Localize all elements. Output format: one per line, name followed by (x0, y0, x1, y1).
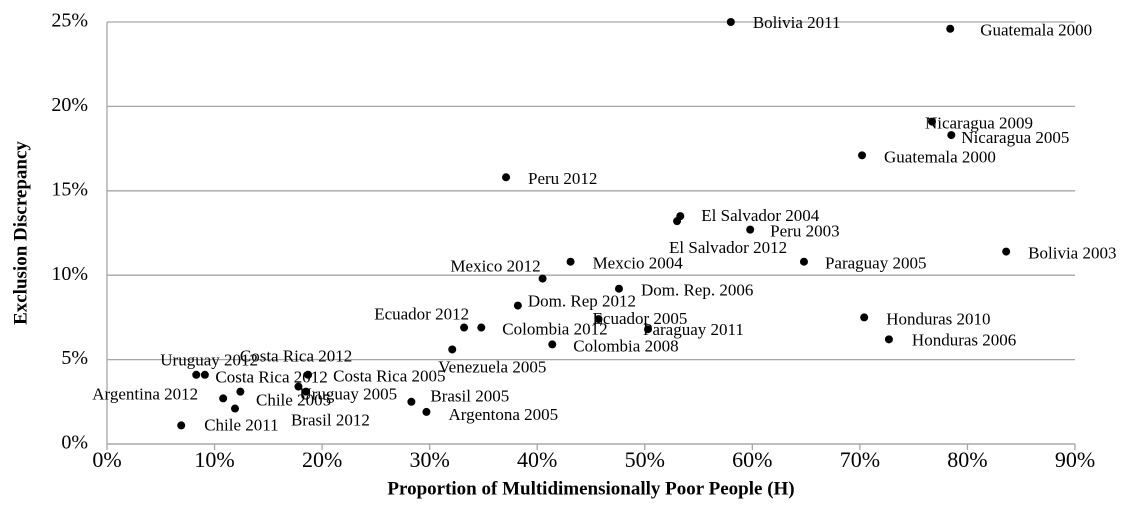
point-label: Honduras 2010 (886, 309, 990, 328)
point (858, 151, 867, 160)
point-label: Peru 2012 (528, 169, 597, 188)
y-tick-label: 5% (61, 347, 88, 369)
x-tick-label: 80% (947, 447, 987, 472)
point (799, 257, 808, 266)
point-label: Costa Rica 2005 (333, 367, 445, 386)
point (884, 335, 893, 344)
point-label: Mexcio 2004 (593, 254, 684, 273)
point (200, 370, 209, 379)
point-label: Nicaragua 2009 (925, 113, 1033, 132)
point (548, 340, 557, 349)
point (301, 387, 310, 396)
point (644, 325, 653, 334)
point (448, 345, 457, 354)
point-label: Costa Rica 2012 (215, 368, 327, 387)
point (219, 394, 228, 403)
point-label: Chile 2011 (204, 415, 278, 434)
point (594, 315, 603, 324)
point-label: Brasil 2012 (291, 411, 370, 430)
point (513, 301, 522, 310)
point (192, 370, 201, 379)
point (927, 117, 936, 126)
point-label: Peru 2003 (770, 222, 839, 241)
point-label: Dom. Rep 2012 (528, 291, 636, 310)
point (502, 173, 511, 182)
point (422, 407, 431, 416)
point (460, 323, 469, 332)
point (726, 18, 735, 26)
point-label: Chile 2005 (256, 390, 331, 409)
point-label: Argentina 2012 (92, 384, 198, 403)
point-label: Bolivia 2003 (1028, 243, 1116, 262)
y-axis-title: Exclusion Discrepancy (10, 141, 31, 325)
y-tick-label: 10% (51, 263, 88, 285)
point-label: Paraguay 2005 (825, 254, 927, 273)
point-label: Dom. Rep. 2006 (641, 281, 753, 300)
point (407, 397, 416, 406)
point (1002, 247, 1011, 256)
x-tick-label: 60% (732, 447, 772, 472)
point-label: Guatemala 2000 (884, 147, 996, 166)
x-tick-label: 40% (517, 447, 557, 472)
point (566, 257, 575, 266)
point-label: Ecuador 2005 (593, 309, 688, 328)
y-tick-label: 15% (51, 178, 88, 200)
point-label: Venezuela 2005 (438, 357, 546, 376)
point-label: Honduras 2006 (912, 330, 1016, 349)
point-label: Nicaragua 2005 (961, 128, 1069, 147)
point (538, 274, 547, 283)
point (746, 225, 755, 234)
point (860, 313, 869, 322)
x-tick-label: 30% (410, 447, 450, 472)
point-label: Paraguay 2011 (643, 320, 744, 339)
point (614, 284, 623, 293)
x-tick-label: 10% (194, 447, 234, 472)
point (673, 217, 682, 226)
y-tick-label: 0% (61, 432, 88, 454)
point (946, 24, 955, 33)
point (236, 387, 245, 396)
point-label: El Salvador 2012 (669, 238, 787, 257)
point (230, 404, 239, 413)
x-tick-label: 50% (625, 447, 665, 472)
point-label: El Salvador 2004 (701, 206, 820, 225)
y-tick-label: 25% (51, 10, 88, 32)
point (177, 421, 186, 430)
point-label: Ecuador 2012 (374, 304, 469, 323)
point-label: Colombia 2008 (573, 336, 678, 355)
point-label: Uruguay 2005 (299, 385, 397, 404)
x-tick-label: 0% (92, 447, 121, 472)
point-label: Uruguay 2012 (160, 351, 258, 370)
point (477, 323, 486, 332)
x-axis-title: Proportion of Multidimensionally Poor Pe… (387, 478, 794, 499)
point-label: Bolivia 2011 (753, 13, 841, 32)
point-label: Argentona 2005 (448, 405, 558, 424)
x-tick-label: 70% (840, 447, 880, 472)
x-tick-label: 20% (302, 447, 342, 472)
x-tick-label: 90% (1055, 447, 1095, 472)
point-label: Costa Rica 2012 (240, 347, 352, 366)
point-label: Guatemala 2000 (980, 21, 1092, 40)
point-label: Brasil 2005 (430, 387, 509, 406)
point (304, 370, 313, 379)
point (294, 382, 303, 391)
y-tick-label: 20% (51, 94, 88, 116)
point-label: Mexico 2012 (450, 256, 540, 275)
point (947, 131, 956, 140)
point-label: Colombia 2012 (502, 319, 607, 338)
